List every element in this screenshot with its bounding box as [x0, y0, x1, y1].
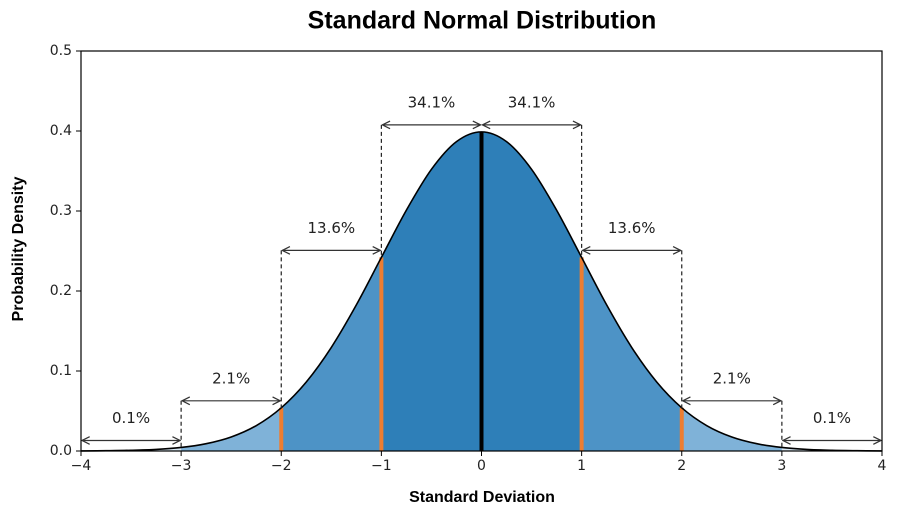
chart-title: Standard Normal Distribution	[308, 7, 657, 35]
density-curve	[80, 131, 883, 452]
x-axis-label: Standard Deviation	[409, 489, 555, 506]
y-tick-label: 0.5	[50, 43, 72, 59]
x-tick-label: −2	[271, 458, 292, 474]
range-label: 0.1%	[813, 409, 851, 427]
range-label: 2.1%	[713, 369, 751, 387]
range-label: 34.1%	[408, 93, 456, 111]
range-label: 34.1%	[508, 93, 556, 111]
band-fill	[181, 407, 282, 451]
x-tick-label: −3	[171, 458, 192, 474]
x-tick-label: 4	[878, 458, 887, 474]
x-tick-label: 2	[677, 458, 686, 474]
y-tick-label: 0.4	[50, 123, 72, 139]
range-label: 2.1%	[212, 369, 250, 387]
range-label: 0.1%	[112, 409, 150, 427]
y-tick-label: 0.3	[50, 203, 72, 219]
y-tick-label: 0.2	[50, 283, 72, 299]
y-tick-label: 0.0	[50, 443, 72, 459]
range-label: 13.6%	[307, 219, 355, 237]
range-label: 13.6%	[608, 219, 656, 237]
band-fill	[681, 407, 782, 451]
x-tick-label: 1	[577, 458, 586, 474]
x-tick-label: 3	[777, 458, 786, 474]
y-axis-label: Probability Density	[10, 176, 27, 321]
x-tick-label: −4	[71, 458, 92, 474]
x-tick-label: −1	[371, 458, 392, 474]
y-tick-label: 0.1	[50, 363, 72, 379]
x-tick-label: 0	[477, 458, 486, 474]
